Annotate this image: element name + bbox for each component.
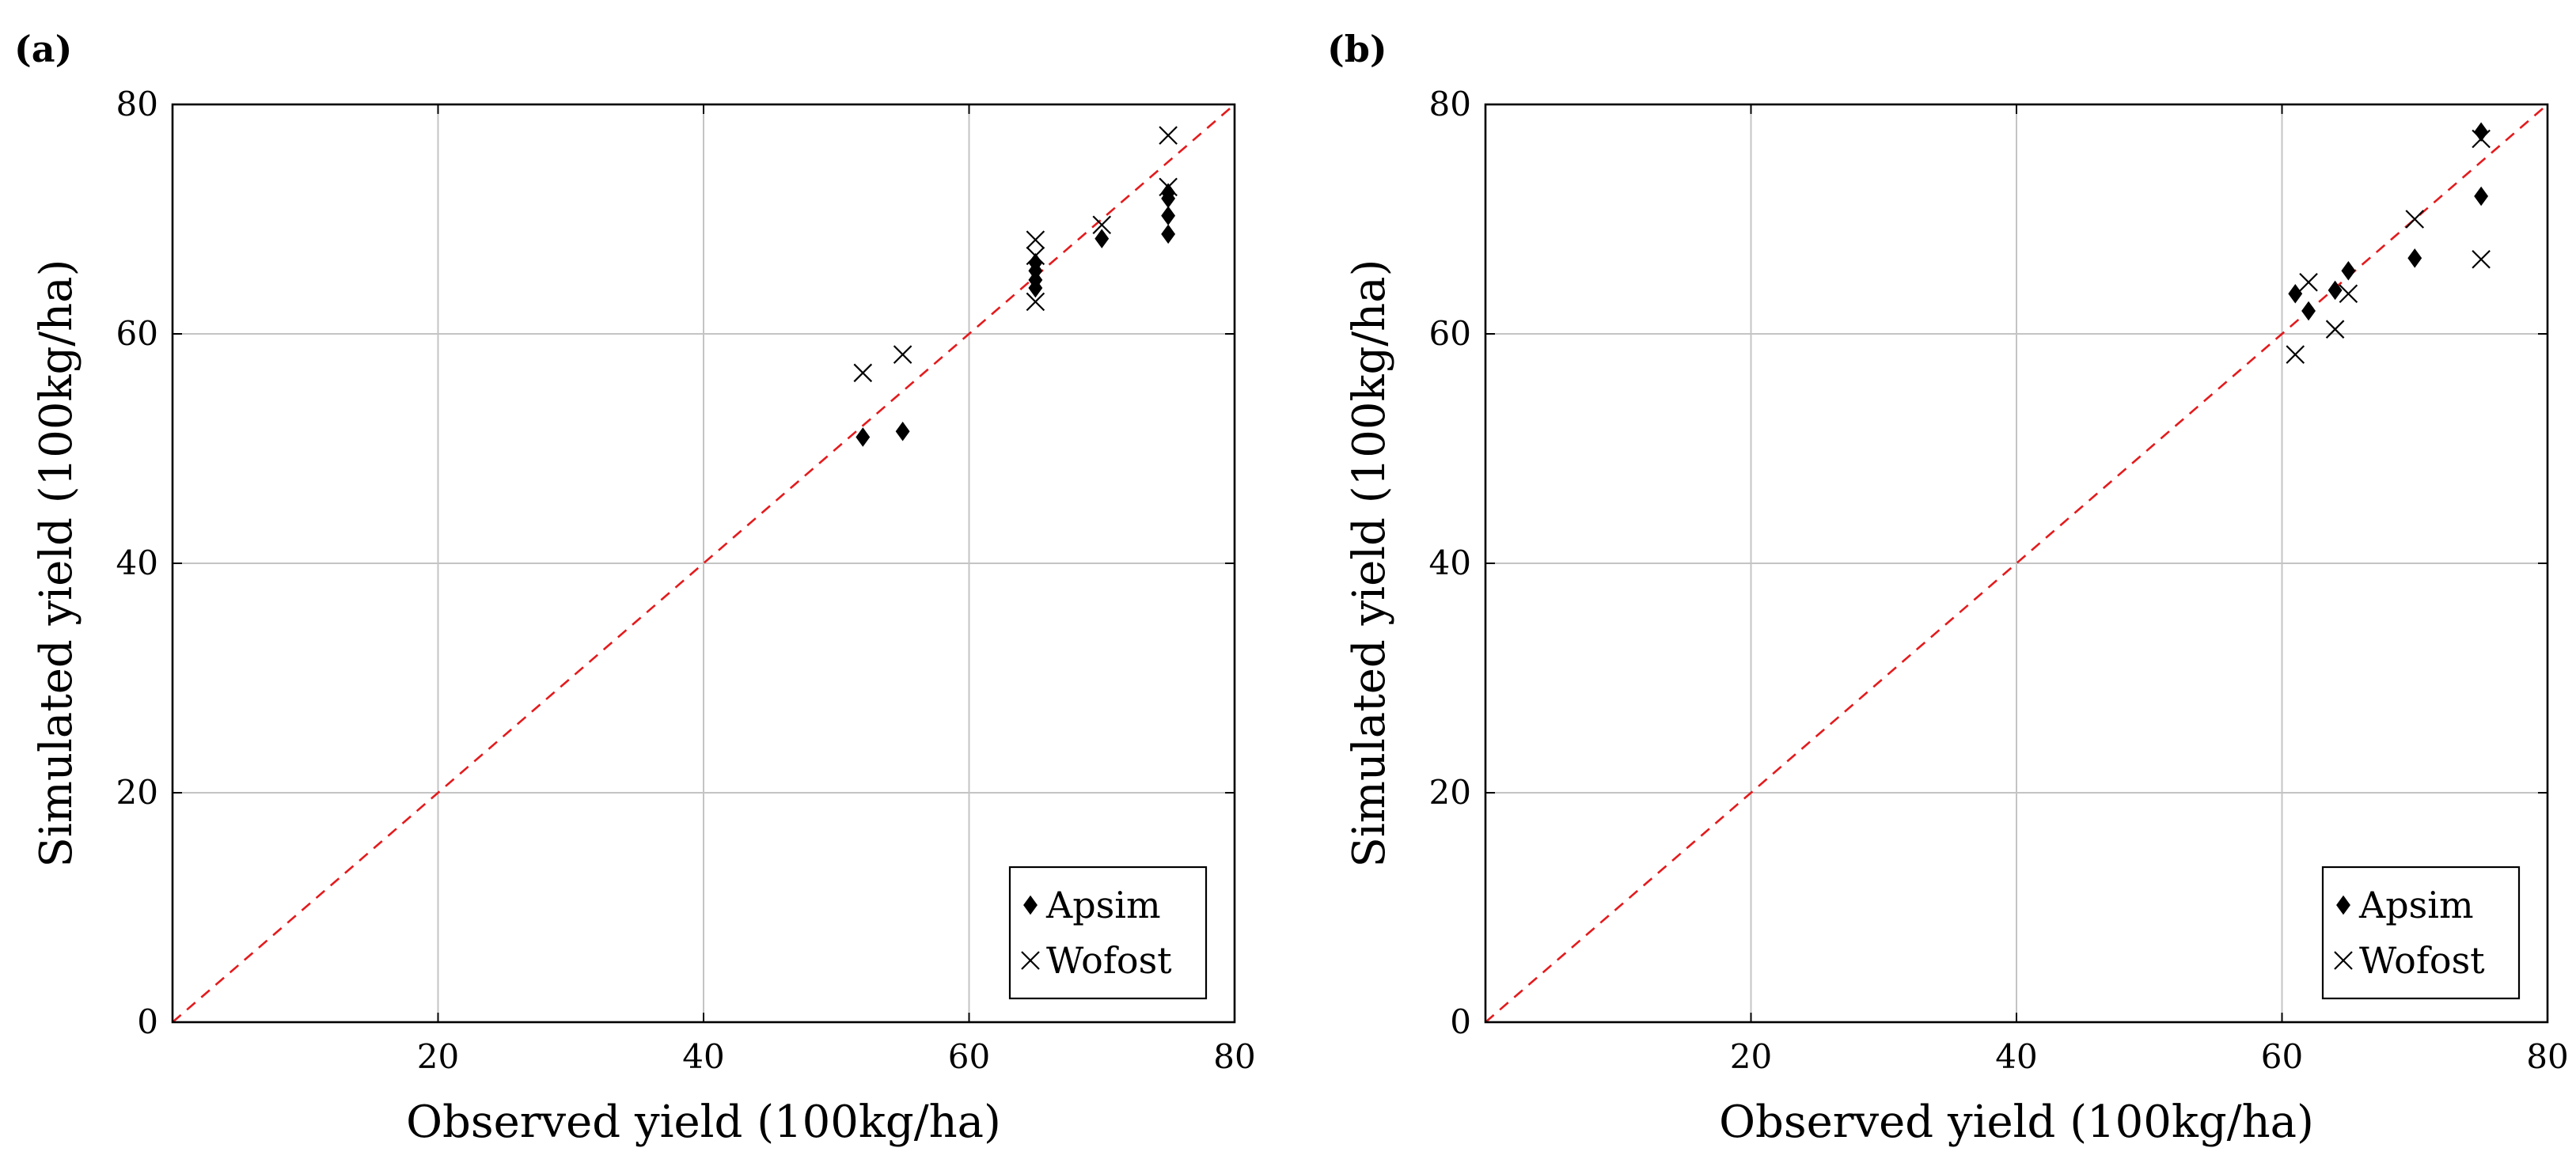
x-tick-label: 60 — [948, 1037, 990, 1076]
legend-marker-wofost — [2334, 951, 2353, 970]
y-tick-label: 40 — [1429, 544, 1471, 582]
panel-label: (a) — [14, 28, 72, 70]
y-tick-label: 80 — [1429, 85, 1471, 123]
chart-panel-b: (b) 20 40 60 80 0 20 40 60 80 Observed yield (100k… — [1327, 28, 2569, 1148]
y-axis-label: Simulated yield (100kg/ha) — [31, 259, 82, 868]
x-axis-label: Observed yield (100kg/ha) — [406, 1097, 1001, 1148]
data-point-apsim — [2288, 283, 2303, 304]
y-tick-label: 20 — [116, 773, 158, 812]
legend-marker-wofost — [1021, 951, 1040, 970]
y-tick-label: 40 — [116, 544, 158, 582]
data-point-wofost — [2325, 320, 2345, 339]
data-point-wofost — [2472, 129, 2491, 149]
data-point-wofost — [2299, 272, 2318, 292]
data-point-wofost — [893, 345, 912, 364]
legend-marker-apsim — [2336, 895, 2350, 915]
data-point-wofost — [2405, 210, 2425, 229]
data-point-wofost — [2472, 249, 2491, 269]
reference-line — [1485, 104, 2548, 1023]
data-point-wofost — [1026, 230, 1045, 249]
legend-marker-apsim — [1023, 895, 1038, 915]
panel-label: (b) — [1327, 28, 1387, 70]
legend-label-apsim: Apsim — [1045, 884, 1161, 926]
data-point-apsim — [1161, 224, 1176, 244]
data-point-apsim — [2301, 301, 2316, 321]
data-point-apsim — [2328, 280, 2343, 301]
data-point-wofost — [2339, 284, 2358, 304]
y-tick-label: 80 — [116, 85, 158, 123]
legend-label-wofost: Wofost — [1046, 939, 1172, 982]
legend-label-wofost: Wofost — [2359, 939, 2485, 982]
x-tick-label: 40 — [682, 1037, 724, 1076]
legend-label-apsim: Apsim — [2358, 884, 2474, 926]
y-tick-label: 0 — [137, 1002, 158, 1041]
data-point-wofost — [1159, 126, 1178, 145]
x-tick-label: 60 — [2261, 1037, 2303, 1076]
chart-panel-a: (a) 20 40 60 80 0 20 40 60 80 Observed yield (100k… — [14, 28, 1256, 1148]
data-point-apsim — [895, 421, 910, 441]
data-point-apsim — [2474, 186, 2489, 206]
legend-box — [2321, 866, 2521, 1000]
data-point-wofost — [1026, 292, 1045, 312]
y-tick-label: 20 — [1429, 773, 1471, 812]
data-point-wofost — [1159, 177, 1178, 197]
data-point-apsim — [1161, 183, 1176, 203]
y-tick-label: 60 — [116, 314, 158, 353]
data-point-apsim — [1095, 229, 1110, 248]
data-point-wofost — [1092, 215, 1112, 235]
x-tick-label: 80 — [2526, 1037, 2568, 1076]
data-point-apsim — [2407, 248, 2422, 268]
y-tick-label: 0 — [1450, 1002, 1471, 1041]
x-tick-label: 40 — [1995, 1037, 2037, 1076]
data-point-wofost — [853, 363, 873, 383]
y-tick-label: 60 — [1429, 314, 1471, 353]
y-axis-label: Simulated yield (100kg/ha) — [1344, 259, 1395, 868]
x-axis-label: Observed yield (100kg/ha) — [1719, 1097, 2314, 1148]
reference-line — [172, 104, 1235, 1023]
data-point-wofost — [2286, 345, 2305, 364]
data-point-apsim — [2341, 260, 2356, 281]
legend-box — [1008, 866, 1208, 1000]
data-point-apsim — [856, 427, 871, 447]
x-tick-label: 20 — [417, 1037, 459, 1076]
x-tick-label: 20 — [1730, 1037, 1772, 1076]
data-point-apsim — [1161, 206, 1176, 225]
data-point-wofost — [1026, 246, 1045, 266]
x-tick-label: 80 — [1213, 1037, 1255, 1076]
